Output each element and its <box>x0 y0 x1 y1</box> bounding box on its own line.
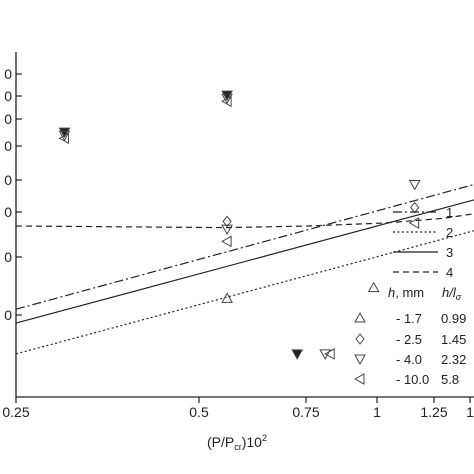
legend-line-label: 4 <box>446 265 453 280</box>
data-point-triangle-down <box>221 224 233 236</box>
data-point-triangle-down <box>291 349 304 360</box>
legend-marker-h: - 10.0 <box>396 372 429 387</box>
y-tick-label: 0 <box>4 66 12 82</box>
data-point-triangle-down <box>58 127 71 139</box>
data-point-triangle-down <box>221 93 233 105</box>
y-tick-label: 0 <box>4 204 12 220</box>
data-point-triangle-up <box>221 292 233 303</box>
x-axis-label: (P/Pcr)102 <box>207 433 267 452</box>
data-point-triangle-left <box>408 217 420 229</box>
y-tick-label: 0 <box>4 172 12 188</box>
y-tick-label: 0 <box>4 138 12 154</box>
fit-lines <box>15 183 474 355</box>
legend-header-unit: , mm <box>395 285 424 300</box>
legend-marker-h: - 4.0 <box>396 352 422 367</box>
data-point-triangle-left <box>221 235 232 248</box>
data-point-triangle-left <box>58 132 69 145</box>
x-tick-label: 0.75 <box>292 404 319 420</box>
legend-marker-triangle-down <box>354 354 366 366</box>
y-tick-label: 0 <box>4 111 12 127</box>
data-point-triangle-down <box>221 90 233 102</box>
line-series-3 <box>15 199 474 324</box>
data-point-triangle-down <box>408 180 421 191</box>
data-point-triangle-up <box>367 281 380 293</box>
legend-marker-triangle-left <box>353 373 365 385</box>
y-tick-label: 0 <box>4 307 12 323</box>
legend-header-h: h <box>388 285 395 300</box>
data-point-triangle-down <box>319 349 332 360</box>
line-series-1 <box>15 183 474 310</box>
y-tick-label: 0 <box>4 88 12 104</box>
data-points <box>58 90 421 360</box>
data-point-triangle-down <box>58 130 71 142</box>
legend-marker-diamond <box>355 333 365 345</box>
legend-header: h, mm h/lσ <box>388 285 462 302</box>
legend-header-hl: h/l <box>442 285 457 300</box>
data-point-diamond <box>410 201 420 214</box>
legend-header-hl-sub: σ <box>456 292 462 302</box>
legend-marker-h: - 1.7 <box>396 311 422 326</box>
y-tick-label: 0 <box>4 249 12 265</box>
legend-line-label: 3 <box>446 245 453 260</box>
legend-line-label: 1 <box>446 205 453 220</box>
legend-marker-h: - 2.5 <box>396 332 422 347</box>
legend-marker-hl: 5.8 <box>441 372 459 387</box>
legend-marker-triangle-up <box>354 311 366 323</box>
x-tick-label: 1.25 <box>420 404 447 420</box>
legend-marker-hl: 1.45 <box>441 332 466 347</box>
x-tick-label: 1 <box>373 404 381 420</box>
x-tick-label: 0.25 <box>2 404 29 420</box>
x-tick-label: 0.5 <box>189 404 209 420</box>
data-point-diamond <box>222 215 232 228</box>
legend-marker-hl: 0.99 <box>441 311 466 326</box>
x-tick-label: 1 <box>466 404 474 420</box>
legend-line-label: 2 <box>446 225 453 240</box>
legend-marker-hl: 2.32 <box>441 352 466 367</box>
data-point-triangle-left <box>324 348 335 360</box>
legend: 1 2 3 4 h, mm h/lσ - 1.7 0.99 - 2.5 1.45 - 4.0 2.32… <box>353 205 466 387</box>
line-series-4 <box>15 213 474 229</box>
data-point-triangle-left <box>221 95 232 108</box>
plot-axes: 0.25 0.5 0.75 1 1.25 1 0 0 0 0 0 0 0 0 <box>2 52 474 420</box>
